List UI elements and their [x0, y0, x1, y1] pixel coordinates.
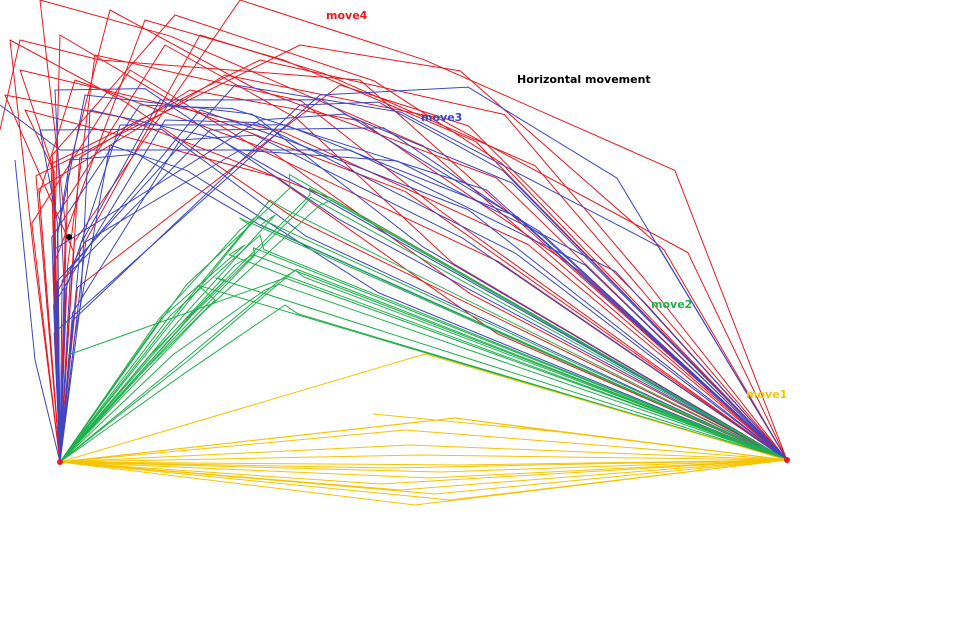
- move3-path-15: [53, 119, 788, 463]
- cursor-point: [66, 234, 72, 240]
- move4-path-18: [24, 109, 788, 463]
- move1-path-13: [59, 459, 788, 495]
- move4-label: move4: [326, 9, 368, 22]
- move1-path-0: [59, 353, 788, 463]
- move3-path-13: [59, 101, 788, 463]
- move4-path-4: [9, 39, 788, 463]
- move2-paths: [59, 173, 788, 463]
- move2-path-4: [59, 244, 788, 463]
- move1-path-4: [59, 444, 788, 463]
- move3-label: move3: [421, 111, 463, 124]
- move1-paths: [59, 353, 788, 506]
- move1-path-6: [59, 459, 788, 469]
- move3-path-8: [59, 134, 788, 463]
- move2-path-11: [59, 269, 788, 463]
- move3-path-16: [59, 149, 788, 463]
- move2-path-15: [59, 214, 788, 463]
- move4-path-19: [59, 89, 788, 463]
- move2-path-g1: [67, 277, 788, 461]
- move4-path-17: [38, 74, 788, 463]
- end-point: [784, 457, 790, 463]
- move3-path-2: [59, 99, 788, 463]
- move2-path-16: [59, 283, 788, 463]
- move3-path-6: [59, 124, 788, 463]
- move2-path-13: [59, 199, 788, 463]
- move4-path-12: [50, 59, 788, 463]
- move3-path-1: [59, 109, 788, 463]
- move4-path-r1: [0, 39, 788, 461]
- move3-path-17: [59, 144, 788, 463]
- move1-path-9: [59, 459, 788, 473]
- move1-path-11: [59, 459, 788, 466]
- move3-path-9: [54, 113, 788, 463]
- move3-path-b2: [0, 104, 788, 461]
- move4-path-0: [39, 0, 788, 463]
- move4-path-16: [31, 69, 788, 463]
- move3-path-10: [39, 128, 788, 463]
- move2-path-17: [59, 284, 788, 463]
- move2-path-6: [59, 254, 788, 463]
- start-point: [57, 459, 63, 465]
- move2-path-2: [59, 304, 788, 463]
- move1-path-10: [59, 459, 788, 485]
- move1-path-5: [59, 459, 788, 479]
- move4-path-8: [35, 44, 788, 463]
- move1-path-8: [59, 454, 788, 463]
- move1-label: move1: [746, 388, 788, 401]
- move2-path-14: [59, 216, 788, 463]
- move1-path-f2: [59, 417, 788, 463]
- move3-path-12: [59, 127, 788, 463]
- move2-label: move2: [651, 298, 693, 311]
- move1-path-7: [59, 459, 788, 501]
- move4-path-10: [59, 54, 788, 463]
- move3-path-b1: [14, 159, 61, 463]
- move2-path-3: [59, 199, 788, 463]
- move2-path-1: [59, 173, 788, 463]
- diagram-title: Horizontal movement: [517, 73, 651, 86]
- move2-path-8: [59, 234, 788, 463]
- move4-path-3: [59, 0, 788, 463]
- move4-path-1: [59, 9, 788, 463]
- move1-path-12: [59, 429, 788, 463]
- move3-path-14: [57, 94, 788, 463]
